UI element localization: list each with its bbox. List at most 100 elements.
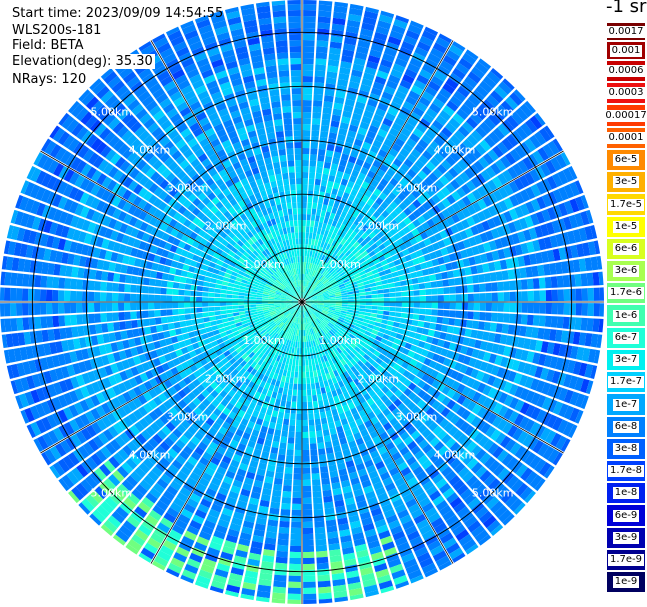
range-gate: [429, 344, 437, 353]
range-gate: [350, 150, 359, 159]
range-gate: [302, 485, 312, 492]
range-gate: [478, 58, 492, 70]
range-gate: [323, 318, 330, 324]
range-gate: [370, 119, 381, 129]
range-gate: [388, 236, 396, 244]
range-gate: [569, 288, 576, 301]
range-gate: [395, 333, 403, 340]
range-gate: [333, 248, 340, 255]
range-gate: [401, 187, 411, 197]
range-gate: [433, 265, 441, 274]
range-gate: [303, 22, 316, 29]
range-gate: [307, 281, 310, 288]
range-gate: [355, 101, 366, 110]
range-gate: [311, 208, 317, 216]
range-gate: [367, 184, 376, 193]
range-gate: [524, 100, 536, 114]
range-gate: [345, 270, 353, 276]
range-gate: [509, 291, 516, 302]
range-gate: [496, 141, 509, 155]
range-gate: [368, 320, 376, 326]
range-gate: [417, 320, 425, 328]
range-gate: [501, 137, 514, 151]
range-gate: [437, 131, 449, 143]
range-gate: [436, 280, 444, 288]
range-gate: [537, 442, 550, 457]
range-gate: [302, 383, 307, 390]
range-gate: [389, 228, 398, 236]
range-gate: [317, 305, 324, 308]
range-gate: [543, 263, 551, 276]
range-gate: [331, 219, 338, 227]
range-gate: [315, 172, 322, 180]
range-gate: [343, 225, 350, 234]
range-gate: [462, 337, 471, 346]
range-gate: [532, 439, 544, 454]
range-gate: [330, 319, 337, 324]
range-gate: [370, 313, 378, 318]
range-gate: [562, 275, 570, 288]
range-gate: [40, 289, 47, 301]
range-gate: [369, 49, 382, 59]
range-gate: [578, 362, 588, 377]
range-gate: [362, 141, 372, 151]
range-gate: [190, 284, 198, 291]
range-gate: [349, 255, 357, 262]
range-gate: [382, 333, 390, 340]
range-gate: [340, 312, 347, 317]
range-gate: [581, 242, 591, 257]
range-gate: [406, 313, 414, 320]
range-gate: [468, 428, 480, 440]
range-gate: [402, 101, 415, 112]
range-gate: [192, 324, 200, 331]
range-gate: [557, 289, 564, 301]
range-gate: [280, 508, 291, 516]
range-gate: [324, 272, 331, 278]
range-gate: [555, 233, 564, 247]
range-gate: [58, 315, 66, 327]
range-gate: [317, 295, 324, 298]
range-gate: [327, 266, 333, 273]
range-gate: [365, 291, 372, 296]
range-gate: [367, 54, 381, 64]
range-gate: [334, 291, 342, 295]
range-gate: [534, 458, 547, 473]
range-gate: [538, 462, 552, 477]
range-gate: [287, 437, 295, 444]
range-gate: [566, 230, 576, 244]
range-gate: [442, 255, 451, 264]
range-gate: [340, 287, 347, 292]
range-gate: [304, 347, 308, 354]
range-gate: [319, 460, 328, 468]
range-gate: [519, 203, 530, 216]
range-gate: [427, 53, 442, 65]
range-gate: [514, 192, 525, 205]
range-gate: [323, 255, 328, 263]
range-gate: [345, 259, 352, 266]
range-gate: [305, 298, 312, 301]
range-gate: [311, 130, 320, 137]
range-gate: [445, 49, 461, 62]
range-gate: [562, 216, 573, 231]
range-gate: [466, 216, 476, 227]
range-gate: [303, 4, 317, 11]
range-gate: [369, 333, 377, 339]
range-gate: [442, 317, 450, 325]
range-gate: [360, 208, 368, 216]
range-gate: [555, 357, 564, 371]
range-gate: [334, 289, 341, 294]
range-gate: [289, 545, 302, 552]
range-gate: [302, 467, 311, 474]
range-gate: [317, 16, 331, 24]
range-gate: [319, 216, 325, 223]
range-gate: [440, 348, 449, 357]
range-gate: [333, 102, 344, 111]
range-gate: [429, 156, 441, 168]
range-gate: [473, 293, 480, 302]
range-gate: [305, 303, 312, 306]
range-gate: [318, 234, 324, 242]
range-gate: [376, 70, 389, 80]
range-gate: [221, 281, 229, 286]
range-gate: [306, 250, 310, 257]
range-gate: [313, 497, 323, 504]
